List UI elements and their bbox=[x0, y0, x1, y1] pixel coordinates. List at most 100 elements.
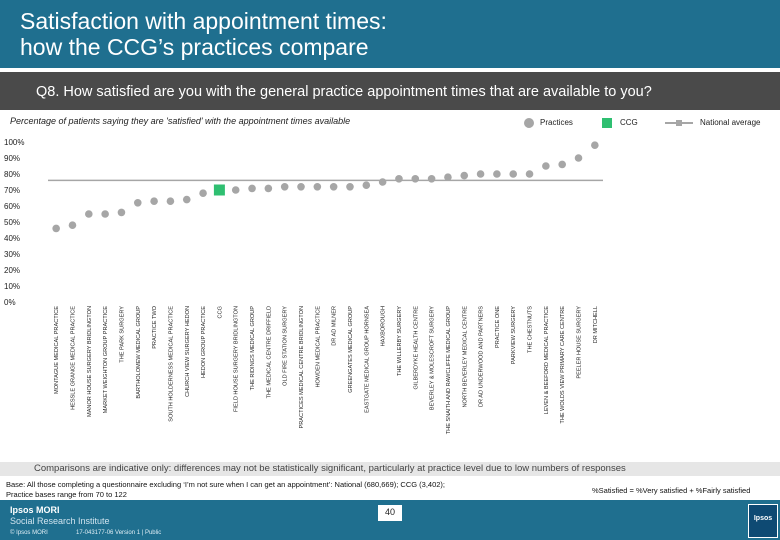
category-label: PRACTICE ONE bbox=[495, 306, 501, 348]
base-note: Base: All those completing a questionnai… bbox=[6, 480, 476, 500]
y-tick-label: 90% bbox=[4, 154, 20, 163]
y-tick-label: 60% bbox=[4, 202, 20, 211]
page-number: 40 bbox=[384, 507, 395, 517]
scatter-chart: 0% 10% 20% 30% 40% 50% 60% 70% 80% 90% 100% MONTAGU… bbox=[4, 138, 603, 435]
practice-point bbox=[444, 173, 452, 181]
category-label: OLD FIRE STATION SURGERY bbox=[283, 306, 289, 386]
practice-point bbox=[150, 197, 158, 205]
y-tick-label: 0% bbox=[4, 298, 16, 307]
legend-ccg-label: CCG bbox=[620, 118, 638, 127]
legend-practices-label: Practices bbox=[540, 118, 573, 127]
category-label: FIELD HOUSE SURGERY BRIDLINGTON bbox=[234, 306, 240, 412]
ipsos-mori-logo-text: Ipsos MORI bbox=[10, 505, 60, 515]
category-label: DR AD UNDERWOOD AND PARTNERS bbox=[479, 306, 485, 407]
practice-point bbox=[427, 175, 436, 183]
page-title-line2: how the CCG’s practices compare bbox=[20, 34, 369, 60]
practice-point bbox=[101, 210, 109, 218]
footer: Ipsos MORI Social Research Institute © I… bbox=[0, 500, 780, 540]
version-label: 17-043177-06 Version 1 | Public bbox=[76, 530, 162, 536]
category-label: PRACTICES MEDICAL CENTRE BRIDLINGTON bbox=[299, 306, 305, 428]
practice-point bbox=[166, 197, 175, 205]
category-label: PRACTICE TWO bbox=[152, 305, 158, 348]
category-label: DR MITCHELL bbox=[593, 306, 599, 343]
y-tick-label: 80% bbox=[4, 170, 20, 179]
category-label: GILBERDYKE HEALTH CENTRE bbox=[413, 306, 419, 390]
practice-point bbox=[199, 189, 207, 197]
category-label: THE SNAITH AND RAWCLIFFE MEDICAL GROUP bbox=[446, 306, 452, 435]
y-tick-label: 40% bbox=[4, 234, 20, 243]
practice-point bbox=[542, 162, 550, 170]
practice-point bbox=[68, 221, 77, 229]
y-tick-label: 70% bbox=[4, 186, 20, 195]
category-label: HEDON GROUP PRACTICE bbox=[201, 306, 207, 378]
question-bar: Q8. How satisfied are you with the gener… bbox=[0, 72, 780, 110]
legend-national-label: National average bbox=[700, 118, 761, 127]
category-label: LEVEN & BEEFORD MEDICAL PRACTICE bbox=[544, 306, 550, 415]
category-label: HAXBOROUGH bbox=[381, 306, 387, 346]
category-label: SOUTH HOLDERNESS MEDICAL PRACTICE bbox=[168, 306, 174, 422]
legend-practices-marker bbox=[524, 118, 534, 128]
practice-point bbox=[362, 181, 371, 189]
category-label: CCG bbox=[217, 306, 223, 318]
category-label: BARTHOLOMEW MEDICAL GROUP bbox=[136, 306, 142, 399]
practice-point bbox=[476, 170, 485, 178]
satisfied-definition: %Satisfied = %Very satisfied + %Fairly s… bbox=[592, 486, 751, 495]
category-label: MARKET WEIGHTON GROUP PRACTICE bbox=[103, 306, 109, 413]
practice-point bbox=[574, 154, 583, 162]
practice-point bbox=[231, 186, 240, 194]
chart-subtitle: Percentage of patients saying they are '… bbox=[10, 116, 351, 126]
practice-point bbox=[133, 199, 142, 207]
category-label: HESSLE GRANGE MEDICAL PRACTICE bbox=[70, 306, 76, 410]
legend-ccg-marker bbox=[602, 118, 612, 128]
ccg-marker bbox=[212, 183, 226, 197]
page-title-line1: Satisfaction with appointment times: bbox=[20, 8, 387, 34]
category-label: THE WILLERBY SURGERY bbox=[397, 306, 403, 376]
practice-point bbox=[117, 208, 126, 217]
practice-point bbox=[329, 183, 338, 191]
sri-logo-text: Social Research Institute bbox=[10, 516, 110, 526]
y-tick-label: 30% bbox=[4, 250, 20, 259]
practice-point bbox=[509, 170, 518, 178]
practice-point bbox=[346, 183, 354, 191]
page-number-box: 40 bbox=[378, 505, 402, 521]
base-note-line1: Base: All those completing a questionnai… bbox=[6, 480, 446, 489]
practice-point bbox=[313, 183, 322, 191]
practice-point bbox=[85, 210, 93, 218]
category-label: NORTH BEVERLEY MEDICAL CENTRE bbox=[462, 306, 468, 408]
legend-national-marker bbox=[665, 120, 693, 126]
category-label: GREENGATES MEDICAL GROUP bbox=[348, 306, 354, 393]
category-label: MONTAGUE MEDICAL PRACTICE bbox=[54, 306, 60, 394]
category-label: PEELER HOUSE SURGERY bbox=[577, 306, 583, 379]
title-bar: Satisfaction with appointment times: how… bbox=[0, 0, 780, 68]
y-tick-label: 100% bbox=[4, 138, 24, 147]
category-label: THE MEDICAL CENTRE DRIFFIELD bbox=[266, 306, 272, 398]
practice-point bbox=[248, 184, 256, 193]
category-label: THE PARK SURGERY bbox=[119, 306, 125, 363]
base-note-line2: Practice bases range from 70 to 122 bbox=[6, 490, 127, 499]
question-text: Q8. How satisfied are you with the gener… bbox=[36, 84, 652, 100]
y-tick-label: 50% bbox=[4, 218, 20, 227]
category-label: CHURCH VIEW SURGERY HEDON bbox=[185, 306, 191, 397]
category-label: THE RIDINGS MEDICAL GROUP bbox=[250, 306, 256, 391]
practice-point bbox=[411, 175, 420, 183]
practice-point bbox=[493, 170, 501, 178]
category-label: THE WOLDS VIEW PRIMARY CARE CENTRE bbox=[560, 306, 566, 424]
practice-point bbox=[297, 183, 305, 191]
practice-point bbox=[264, 184, 273, 193]
practice-point bbox=[52, 224, 60, 233]
y-tick-label: 10% bbox=[4, 282, 20, 291]
category-label: MANOR HOUSE SURGERY BRIDLINGTON bbox=[87, 306, 93, 417]
copyright: © Ipsos MORI bbox=[10, 530, 48, 536]
category-label: HOWDEN MEDICAL PRACTICE bbox=[315, 306, 321, 388]
category-label: THE CHESTNUTS bbox=[528, 306, 534, 353]
ipsos-logo: Ipsos bbox=[748, 504, 778, 538]
comparison-note-bar: Comparisons are indicative only: differe… bbox=[0, 462, 780, 476]
category-label: EASTGATE MEDICAL GROUP HORNSEA bbox=[364, 306, 370, 413]
category-label: PARKVIEW SURGERY bbox=[511, 306, 517, 364]
practice-point bbox=[182, 195, 191, 204]
practice-point bbox=[591, 141, 599, 149]
page-title: Satisfaction with appointment times: how… bbox=[20, 8, 387, 60]
ipsos-logo-text: Ipsos bbox=[753, 515, 773, 522]
category-label: BEVERLEY & MOLESCROFT SURGERY bbox=[430, 306, 436, 410]
comparison-note: Comparisons are indicative only: differe… bbox=[34, 463, 626, 474]
